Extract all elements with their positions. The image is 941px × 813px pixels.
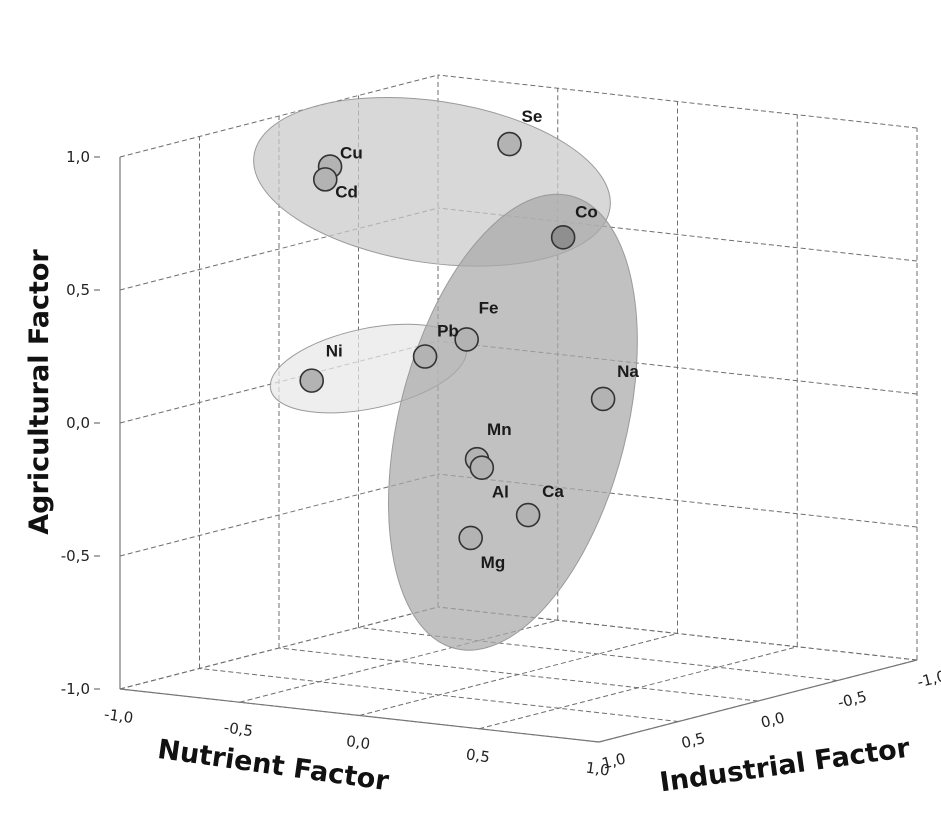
axis-line-nutrient: [119, 688, 600, 743]
x-tick-label: -1,0: [103, 705, 135, 727]
point-label-fe: Fe: [479, 298, 499, 317]
gridline-floor-v: [199, 668, 679, 722]
y-tick-label: -0,5: [61, 547, 90, 565]
z-tick-label: 1,0: [600, 750, 628, 773]
point-label-mg: Mg: [481, 553, 506, 572]
point-label-cu: Cu: [340, 144, 363, 163]
x-tick-label: 0,0: [345, 732, 371, 753]
point-cd: [312, 167, 338, 192]
gridline-floor-u: [119, 606, 439, 690]
y-tick-label: 0,0: [66, 414, 90, 432]
y-tick-label: -1,0: [61, 680, 90, 698]
point-label-na: Na: [617, 362, 639, 381]
tick-labels: -1,0-0,50,00,51,0-1,0-0,50,00,51,01,00,5…: [61, 148, 941, 780]
point-label-cd: Cd: [335, 182, 358, 201]
z-tick-label: -1,0: [915, 667, 941, 692]
point-fe: [454, 327, 479, 352]
data-points: Cu Cd Se Co Fe Pb Ni Na Mn Al Ca Mg: [299, 107, 639, 572]
x-tick-label: 1,0: [585, 758, 611, 779]
z-tick-label: -0,5: [836, 687, 869, 712]
cluster-ellipses: [253, 97, 638, 651]
point-label-pb: Pb: [437, 322, 459, 341]
point-label-al: Al: [492, 483, 509, 502]
cluster-ellipse-3: [388, 193, 638, 651]
y-axis-title: Agricultural Factor: [24, 249, 55, 535]
point-label-se: Se: [522, 107, 543, 126]
axis-line-industrial: [598, 659, 918, 743]
gridline-floor-v: [278, 647, 759, 702]
point-al: [469, 455, 495, 480]
y-tick-label: 1,0: [66, 148, 90, 166]
point-pb: [412, 344, 438, 369]
point-mg: [458, 525, 483, 551]
point-label-co: Co: [575, 202, 598, 221]
point-co: [550, 225, 576, 250]
point-na: [590, 386, 616, 412]
point-label-ca: Ca: [542, 482, 564, 501]
y-tick-label: 0,5: [66, 281, 90, 299]
point-ni: [299, 368, 325, 393]
x-tick-label: 0,5: [465, 745, 491, 766]
point-se: [497, 131, 522, 157]
point-ca: [515, 502, 541, 528]
x-tick-label: -0,5: [223, 718, 255, 740]
z-tick-label: 0,0: [759, 709, 787, 732]
point-label-ni: Ni: [326, 342, 343, 361]
z-tick-label: 0,5: [680, 729, 708, 752]
point-label-mn: Mn: [487, 420, 512, 439]
